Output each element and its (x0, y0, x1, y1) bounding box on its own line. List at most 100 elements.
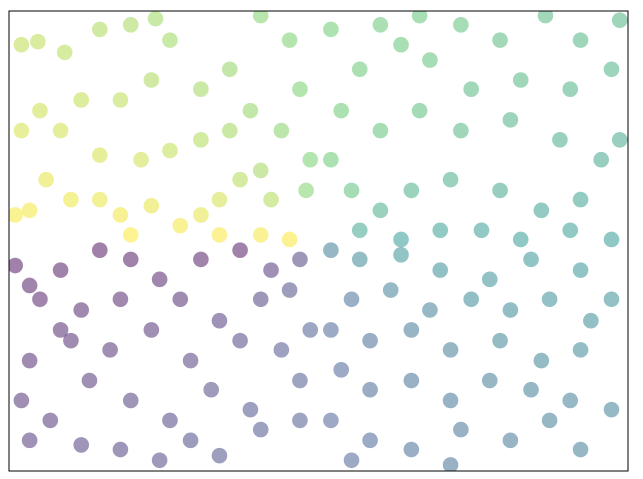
point (302, 322, 319, 338)
point (541, 412, 558, 429)
point (13, 392, 30, 409)
point (351, 222, 368, 239)
point (73, 92, 90, 108)
point (193, 251, 209, 268)
point (38, 171, 54, 188)
point (351, 61, 368, 78)
point (52, 262, 69, 278)
point (611, 132, 628, 148)
point (122, 17, 139, 33)
point (572, 441, 589, 458)
point (21, 202, 38, 219)
point (30, 33, 46, 50)
point (323, 412, 339, 429)
point (411, 102, 428, 119)
point (263, 191, 279, 208)
point (422, 302, 438, 318)
point (112, 207, 129, 223)
axes-frame (8, 10, 629, 472)
point (102, 342, 118, 358)
point (211, 191, 228, 208)
point (323, 151, 339, 168)
point (252, 162, 269, 179)
point (362, 432, 378, 449)
point (562, 392, 579, 409)
point (533, 352, 550, 369)
point (122, 227, 139, 243)
point (603, 61, 620, 78)
point (432, 262, 449, 278)
point (42, 412, 59, 429)
point (603, 291, 620, 308)
point (351, 251, 368, 268)
point (232, 171, 248, 188)
point (252, 227, 269, 243)
point (292, 81, 308, 97)
point (593, 151, 609, 168)
point (9, 257, 23, 274)
point (9, 207, 23, 223)
point (221, 61, 238, 78)
point (151, 271, 168, 288)
point (403, 441, 420, 458)
point (242, 102, 259, 119)
point (523, 381, 539, 398)
point (533, 202, 550, 219)
point (393, 231, 409, 248)
point (403, 322, 420, 338)
point (362, 332, 378, 349)
point (122, 392, 139, 409)
point (362, 381, 378, 398)
point (112, 291, 129, 308)
point (232, 332, 248, 349)
point (512, 72, 529, 88)
point (73, 437, 90, 453)
point (273, 122, 290, 139)
point (32, 291, 48, 308)
point (572, 191, 589, 208)
point (481, 372, 498, 389)
plot-area (9, 11, 628, 471)
point (21, 277, 38, 294)
point (442, 171, 459, 188)
point (572, 32, 589, 48)
point (463, 81, 479, 97)
point (372, 17, 389, 33)
point (172, 291, 189, 308)
point (422, 52, 438, 68)
point (13, 36, 30, 53)
point (63, 332, 79, 349)
point (252, 421, 269, 438)
point (463, 291, 479, 308)
point (393, 36, 409, 53)
point (193, 132, 209, 148)
point (162, 142, 178, 159)
point (403, 372, 420, 389)
point (552, 132, 568, 148)
point (481, 271, 498, 288)
point (91, 147, 108, 163)
point (122, 251, 139, 268)
point (393, 247, 409, 263)
point (562, 81, 579, 97)
point (343, 182, 360, 199)
point (292, 251, 308, 268)
point (172, 217, 189, 234)
point (203, 381, 220, 398)
point (382, 282, 399, 298)
point (263, 262, 279, 278)
point (572, 262, 589, 278)
point (91, 21, 108, 38)
point (323, 21, 339, 38)
point (343, 452, 360, 469)
point (372, 202, 389, 219)
point (492, 182, 508, 199)
point (492, 32, 508, 48)
point (302, 151, 319, 168)
point (611, 12, 628, 28)
point (281, 282, 298, 298)
point (292, 412, 308, 429)
point (252, 291, 269, 308)
